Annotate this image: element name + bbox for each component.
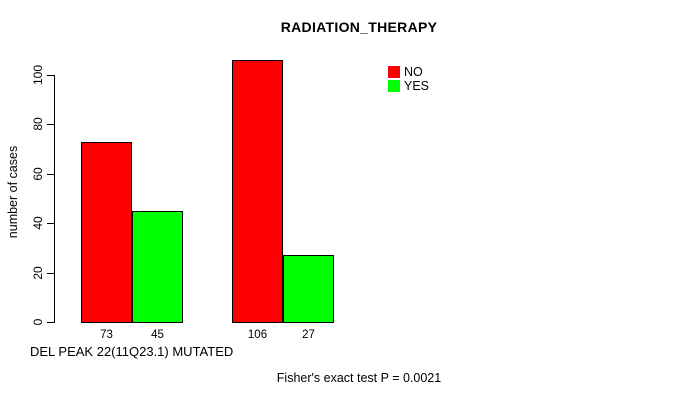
- legend-label-yes: YES: [404, 79, 430, 93]
- y-tick-mark: [47, 322, 54, 323]
- y-tick-label: 40: [31, 216, 45, 230]
- bar-yes-group-1: [132, 211, 183, 323]
- legend-label-no: NO: [404, 65, 423, 79]
- y-tick-mark: [47, 273, 54, 274]
- y-tick-label: 100: [31, 64, 45, 86]
- legend-item-yes: YES: [388, 79, 429, 93]
- y-tick-label: 80: [31, 117, 45, 131]
- chart-title: RADIATION_THERAPY: [280, 19, 438, 35]
- bar-value-label: 45: [151, 329, 164, 341]
- y-tick-label: 20: [31, 266, 45, 280]
- bar-no-group-2: [232, 60, 283, 323]
- y-tick-mark: [47, 174, 54, 175]
- y-tick-label: 0: [31, 318, 45, 326]
- y-axis-label: number of cases: [6, 145, 20, 239]
- bar-no-group-1: [81, 142, 132, 323]
- bar-value-label: 106: [247, 329, 268, 341]
- legend: NO YES: [388, 65, 429, 93]
- bar-value-label: 27: [302, 329, 315, 341]
- y-tick-label: 60: [31, 167, 45, 181]
- bar-value-label: 73: [100, 329, 113, 341]
- stat-annotation: Fisher's exact test P = 0.0021: [276, 371, 442, 385]
- y-tick-mark: [47, 75, 54, 76]
- bar-yes-group-2: [283, 255, 334, 323]
- y-tick-mark: [47, 124, 54, 125]
- legend-swatch-no-icon: [388, 66, 400, 78]
- legend-item-no: NO: [388, 65, 429, 79]
- y-tick-mark: [47, 223, 54, 224]
- legend-swatch-yes-icon: [388, 80, 400, 92]
- x-axis-caption: DEL PEAK 22(11Q23.1) MUTATED: [30, 344, 234, 359]
- y-axis-line: [54, 75, 55, 323]
